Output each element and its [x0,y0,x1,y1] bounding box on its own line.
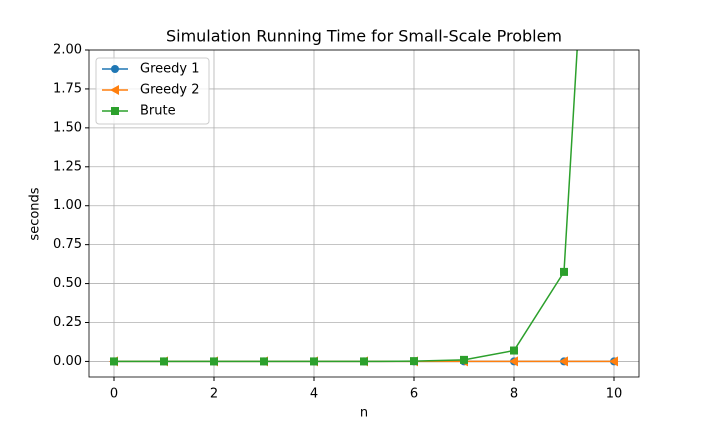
marker [460,355,468,364]
x-tick-label: 2 [210,387,218,402]
x-tick-label: 0 [110,387,118,402]
chart-title: Simulation Running Time for Small-Scale … [166,27,562,46]
legend-label: Brute [140,104,176,119]
y-tick-label: 1.00 [53,198,82,213]
marker [260,357,268,366]
y-tick-label: 2.00 [53,43,82,58]
legend-label: Greedy 2 [140,83,199,98]
y-tick-label: 1.75 [53,81,82,96]
marker [111,107,119,115]
x-tick-label: 8 [510,387,518,402]
marker [410,357,418,366]
marker [510,346,518,355]
marker [110,357,118,366]
y-tick-label: 0.00 [53,354,82,369]
marker [360,357,368,366]
legend-box [95,57,210,125]
legend-label: Greedy 1 [140,62,199,77]
marker [111,65,119,73]
y-axis-label: seconds [28,187,43,240]
marker [110,85,119,95]
y-tick-label: 0.25 [53,315,82,330]
marker [160,357,168,366]
plot-frame [88,49,640,378]
y-tick-label: 0.50 [53,276,82,291]
y-tick-label: 1.25 [53,159,82,174]
x-tick-label: 10 [606,387,623,402]
y-tick-label: 1.50 [53,120,82,135]
marker [559,356,568,367]
marker [509,356,518,367]
marker [560,267,568,276]
x-axis-label: n [360,406,368,421]
x-tick-label: 4 [310,387,318,402]
marker [310,357,318,366]
plot-area [109,50,618,367]
y-tick-label: 0.75 [53,237,82,252]
x-tick-label: 6 [410,387,418,402]
marker [609,356,618,367]
marker [210,357,218,366]
